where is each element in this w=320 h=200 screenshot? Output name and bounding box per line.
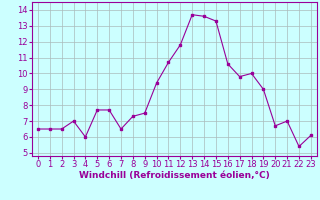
- X-axis label: Windchill (Refroidissement éolien,°C): Windchill (Refroidissement éolien,°C): [79, 171, 270, 180]
